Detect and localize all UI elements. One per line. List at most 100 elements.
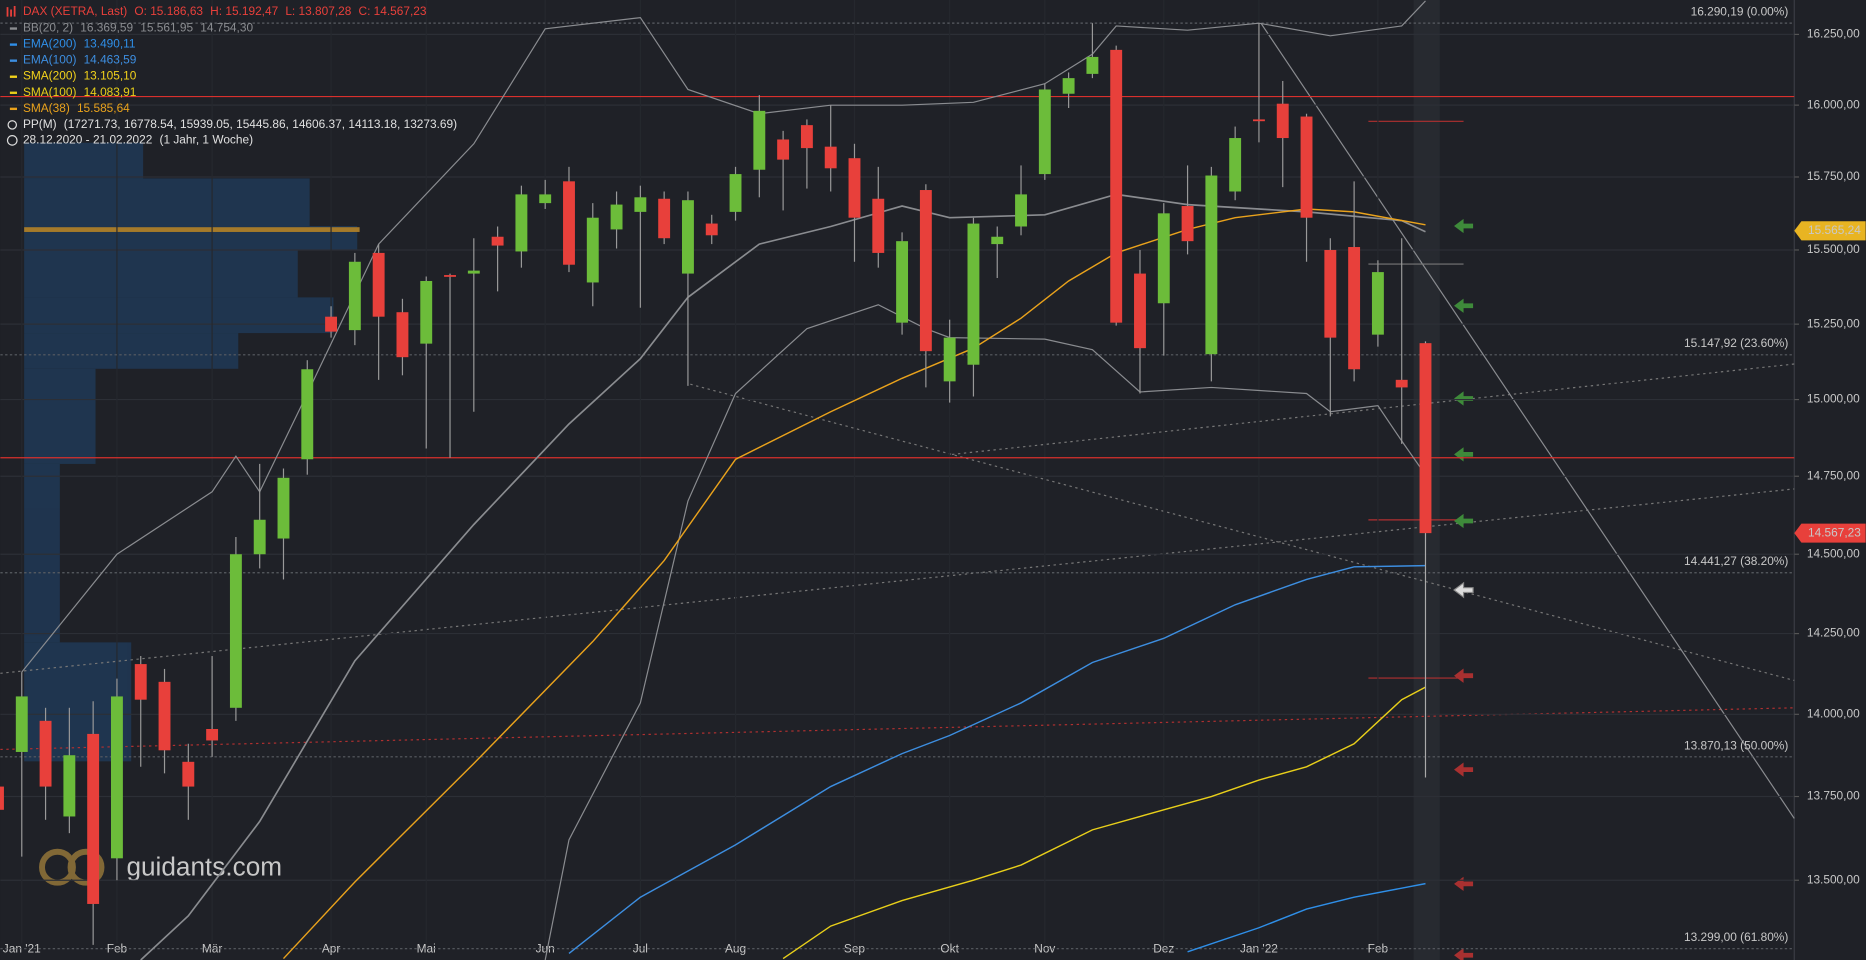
candle-body bbox=[182, 761, 195, 787]
legend-name: 28.12.2020 - 21.02.2022 bbox=[23, 133, 152, 147]
candle-body bbox=[1134, 273, 1146, 349]
x-tick-label: Jan '21 bbox=[3, 941, 41, 955]
candle-body bbox=[610, 204, 623, 230]
candle-body bbox=[967, 223, 980, 365]
x-tick-label: Mär bbox=[202, 941, 222, 955]
fib-label: 16.290,19 (0.00%) bbox=[1691, 5, 1789, 19]
y-tick-label: 15.250,00 bbox=[1807, 316, 1860, 330]
trend-lines bbox=[0, 23, 1795, 819]
candle-body bbox=[848, 158, 861, 218]
y-tick-label: 16.250,00 bbox=[1807, 27, 1860, 41]
price-tag bbox=[1794, 523, 1866, 543]
candle-body bbox=[491, 236, 504, 246]
y-tick-label: 14.000,00 bbox=[1807, 706, 1860, 720]
legend-row: BB(20, 2) 16.369,59 15.561,95 14.754,30 bbox=[23, 21, 253, 35]
legend-name: BB(20, 2) bbox=[23, 21, 73, 35]
candle-body bbox=[1324, 249, 1337, 338]
fib-label: 13.870,13 (50.00%) bbox=[1684, 738, 1788, 752]
legend-name: EMA(100) bbox=[23, 53, 77, 67]
price-tag bbox=[1794, 221, 1866, 241]
candle-body bbox=[943, 337, 956, 382]
candle-body bbox=[729, 174, 742, 212]
legend-value: (1 Jahr, 1 Woche) bbox=[160, 133, 254, 147]
legend-value: 14.083,91 bbox=[84, 85, 137, 99]
y-tick-label: 15.750,00 bbox=[1807, 169, 1860, 183]
legend-value: (17271.73, 16778.54, 15939.05, 15445.86,… bbox=[64, 117, 457, 131]
indicator-line bbox=[568, 564, 1426, 955]
candle-body bbox=[63, 755, 76, 817]
candle-body bbox=[539, 194, 552, 204]
candle-body bbox=[229, 554, 242, 708]
x-tick-label: Aug bbox=[725, 941, 746, 955]
candle-body bbox=[1062, 78, 1075, 94]
candle-body bbox=[1181, 206, 1194, 242]
candle-body bbox=[1419, 343, 1432, 534]
candle-body bbox=[777, 139, 790, 160]
candle-body bbox=[372, 252, 385, 317]
x-tick-label: Okt bbox=[940, 941, 959, 955]
volume-poc bbox=[24, 227, 360, 232]
legend-row: EMA(200) 13.490,11 bbox=[23, 37, 136, 51]
fib-label: 14.441,27 (38.20%) bbox=[1684, 554, 1788, 568]
candle-body bbox=[1348, 247, 1361, 370]
candle-body bbox=[658, 198, 671, 239]
legend-row: SMA(38) 15.585,64 bbox=[23, 101, 130, 115]
bollinger-middle bbox=[140, 193, 1426, 960]
candle-body bbox=[1300, 116, 1313, 218]
candle-body bbox=[396, 312, 409, 358]
legend-value: 14.754,30 bbox=[200, 21, 253, 35]
legend-value: L: 13.807,28 bbox=[285, 4, 351, 18]
legend-row: DAX (XETRA, Last) O: 15.186,63 H: 15.192,4… bbox=[23, 4, 427, 18]
legend-row: PP(M) (17271.73, 16778.54, 15939.05, 1544… bbox=[23, 117, 457, 131]
candle-body bbox=[1015, 194, 1027, 227]
price-tag-label: 15.565,24 bbox=[1808, 223, 1861, 237]
instrument-icon bbox=[6, 5, 16, 17]
legend-name: EMA(200) bbox=[23, 37, 77, 51]
candle-body bbox=[919, 190, 932, 352]
legend-value: 14.463,59 bbox=[84, 53, 137, 67]
candle-body bbox=[872, 198, 885, 253]
candle-body bbox=[206, 729, 219, 741]
legend-row: 28.12.2020 - 21.02.2022 (1 Jahr, 1 Woche) bbox=[23, 133, 253, 147]
legend-value: C: 14.567,23 bbox=[359, 4, 427, 18]
x-tick-label: Dez bbox=[1153, 941, 1174, 955]
y-tick-label: 15.000,00 bbox=[1807, 392, 1860, 406]
candle-body bbox=[1110, 49, 1123, 323]
candle-body bbox=[253, 519, 266, 555]
legend-row: EMA(100) 14.463,59 bbox=[23, 53, 137, 67]
y-tick-label: 13.500,00 bbox=[1807, 872, 1860, 886]
candle-body bbox=[705, 223, 718, 236]
candle-body bbox=[39, 720, 52, 787]
legend-name: PP(M) bbox=[23, 117, 57, 131]
legend-value: H: 15.192,47 bbox=[210, 4, 278, 18]
candle-body bbox=[1371, 272, 1384, 335]
candle-body bbox=[444, 275, 456, 277]
candle-body bbox=[586, 217, 599, 283]
candle-body bbox=[420, 280, 433, 344]
y-tick-label: 14.500,00 bbox=[1807, 546, 1860, 560]
price-tag-label: 14.567,23 bbox=[1808, 525, 1861, 539]
candle-body bbox=[15, 696, 28, 752]
candle-body bbox=[634, 197, 647, 212]
candle-body bbox=[301, 369, 314, 460]
candle-body bbox=[134, 664, 147, 700]
candle-body bbox=[1038, 89, 1051, 175]
candle-body bbox=[325, 316, 338, 332]
candle-body bbox=[563, 181, 575, 265]
legend-name: SMA(38) bbox=[23, 101, 70, 115]
candle-body bbox=[87, 733, 100, 904]
candle-body bbox=[1157, 213, 1170, 304]
x-tick-label: Nov bbox=[1034, 941, 1055, 955]
candle-body bbox=[1395, 379, 1408, 388]
legend-name: DAX (XETRA, Last) bbox=[23, 4, 127, 18]
legend-name: SMA(100) bbox=[23, 85, 77, 99]
y-tick-label: 16.000,00 bbox=[1807, 97, 1860, 111]
candle-body bbox=[1253, 119, 1265, 122]
x-tick-label: Sep bbox=[844, 941, 866, 955]
clock-icon bbox=[6, 135, 18, 146]
candle-body bbox=[824, 146, 837, 169]
candle-body bbox=[1229, 138, 1242, 192]
x-tick-label: Feb bbox=[1368, 941, 1389, 955]
